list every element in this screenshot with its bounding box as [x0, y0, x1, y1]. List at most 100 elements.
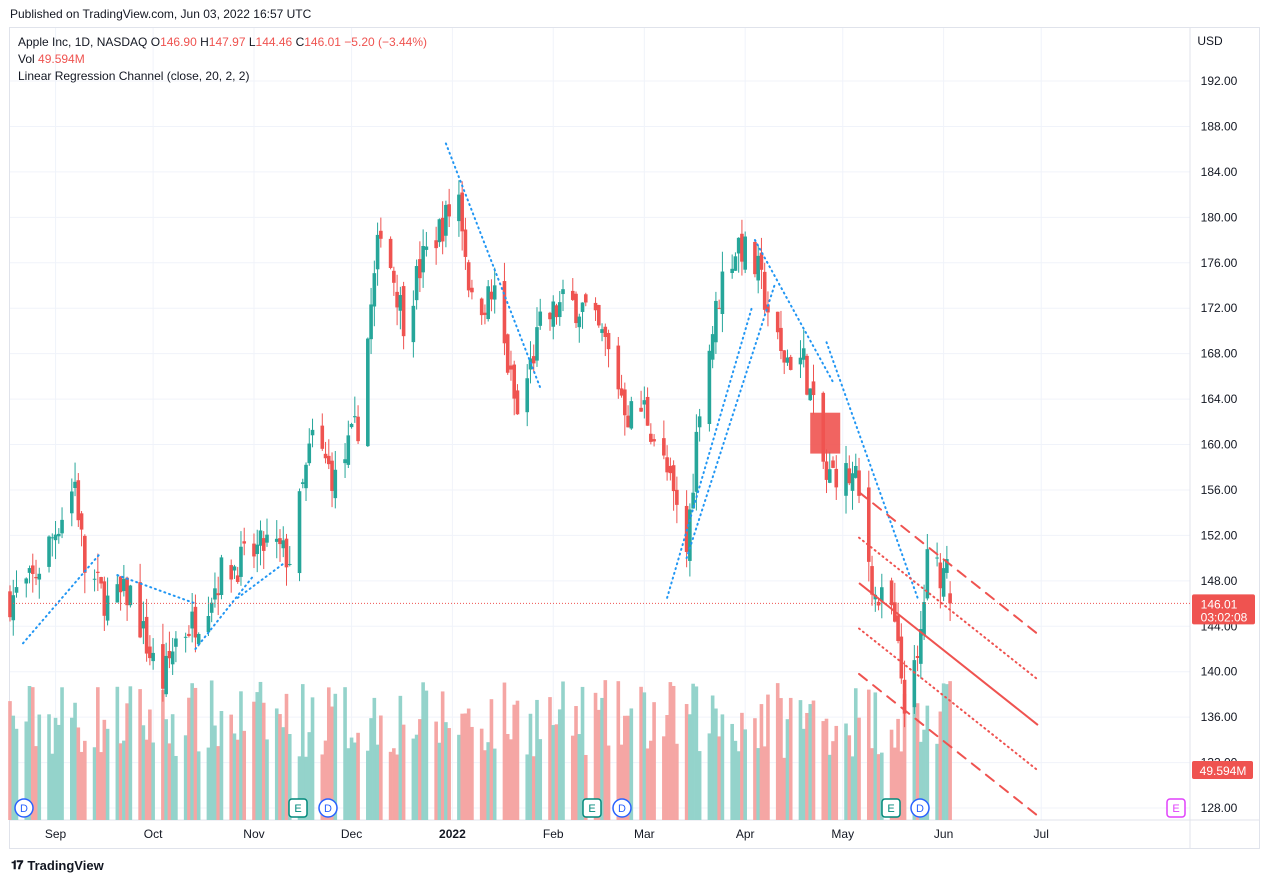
- candle-body[interactable]: [216, 593, 220, 596]
- candle-body[interactable]: [122, 578, 126, 592]
- candle-body[interactable]: [447, 204, 451, 217]
- candle-body[interactable]: [274, 538, 279, 542]
- candle-body[interactable]: [766, 304, 770, 313]
- candle-body[interactable]: [310, 429, 315, 436]
- candle-body[interactable]: [56, 533, 61, 537]
- candle-body[interactable]: [304, 464, 308, 489]
- candle-body[interactable]: [307, 443, 312, 464]
- candle-body[interactable]: [118, 576, 123, 593]
- candle-body[interactable]: [323, 453, 328, 459]
- candle-body[interactable]: [37, 573, 42, 580]
- candle-body[interactable]: [187, 633, 191, 637]
- candle-body[interactable]: [753, 241, 757, 275]
- candle-body[interactable]: [278, 538, 282, 545]
- candle-body[interactable]: [509, 365, 513, 370]
- candle-body[interactable]: [866, 487, 871, 562]
- candle-body[interactable]: [76, 480, 81, 521]
- candle-body[interactable]: [756, 255, 760, 281]
- candle-body[interactable]: [190, 611, 194, 629]
- candle-body[interactable]: [281, 540, 286, 549]
- candle-body[interactable]: [193, 606, 198, 638]
- candle-body[interactable]: [437, 219, 442, 243]
- candle-body[interactable]: [889, 580, 894, 606]
- candle-body[interactable]: [717, 307, 721, 309]
- candle-body[interactable]: [616, 345, 621, 390]
- candle-body[interactable]: [671, 465, 676, 492]
- candle-body[interactable]: [261, 538, 266, 551]
- candle-body[interactable]: [70, 491, 74, 514]
- candle-body[interactable]: [603, 326, 608, 338]
- candle-body[interactable]: [662, 438, 666, 456]
- dividend-marker-icon[interactable]: [612, 798, 632, 818]
- candle-body[interactable]: [47, 536, 51, 567]
- candle-body[interactable]: [619, 388, 624, 396]
- candle-body[interactable]: [925, 549, 930, 599]
- candle-body[interactable]: [740, 233, 744, 262]
- candle-body[interactable]: [645, 396, 650, 426]
- candle-body[interactable]: [369, 304, 373, 340]
- candle-body[interactable]: [629, 401, 634, 429]
- symbol-name[interactable]: Apple Inc, 1D, NASDAQ: [18, 35, 148, 49]
- candle-body[interactable]: [919, 629, 923, 664]
- candle-body[interactable]: [623, 389, 627, 416]
- indicator-name[interactable]: Linear Regression Channel (close, 20, 2,…: [18, 69, 250, 83]
- candle-body[interactable]: [805, 355, 809, 395]
- candle-body[interactable]: [857, 470, 861, 496]
- candle-body[interactable]: [138, 582, 142, 638]
- candle-body[interactable]: [649, 433, 653, 442]
- earnings-marker-icon[interactable]: [288, 798, 308, 818]
- candle-body[interactable]: [847, 468, 852, 484]
- candle-body[interactable]: [144, 616, 149, 654]
- candle-body[interactable]: [297, 491, 302, 574]
- candle-body[interactable]: [824, 461, 829, 480]
- candle-body[interactable]: [30, 565, 35, 574]
- candle-body[interactable]: [694, 431, 699, 492]
- candle-body[interactable]: [759, 252, 764, 270]
- candle-body[interactable]: [489, 291, 494, 300]
- candle-body[interactable]: [801, 348, 806, 360]
- candle-body[interactable]: [284, 538, 289, 568]
- trendline-drawing[interactable]: [825, 341, 919, 599]
- candle-body[interactable]: [424, 246, 429, 250]
- candle-body[interactable]: [434, 240, 438, 249]
- candle-body[interactable]: [762, 271, 767, 310]
- volume-legend[interactable]: Vol 49.594M: [18, 52, 85, 66]
- candle-body[interactable]: [626, 415, 630, 428]
- trendline-drawing[interactable]: [666, 307, 753, 599]
- candle-body[interactable]: [99, 577, 103, 584]
- candle-body[interactable]: [688, 509, 692, 561]
- candle-body[interactable]: [375, 234, 380, 270]
- regression-center-line[interactable]: [858, 582, 1039, 726]
- candle-body[interactable]: [372, 273, 377, 307]
- candle-body[interactable]: [639, 407, 643, 412]
- candle-body[interactable]: [346, 435, 351, 465]
- candle-body[interactable]: [170, 651, 175, 665]
- candle-body[interactable]: [128, 585, 133, 606]
- candle-body[interactable]: [265, 534, 269, 543]
- candle-body[interactable]: [583, 294, 588, 303]
- candle-body[interactable]: [466, 262, 471, 291]
- candle-body[interactable]: [561, 289, 565, 295]
- candle-body[interactable]: [538, 311, 543, 326]
- indicator-legend[interactable]: Linear Regression Channel (close, 20, 2,…: [18, 69, 249, 83]
- candle-body[interactable]: [343, 459, 347, 464]
- candle-body[interactable]: [785, 357, 790, 363]
- candle-body[interactable]: [151, 652, 155, 662]
- candle-body[interactable]: [457, 194, 461, 222]
- candle-body[interactable]: [707, 350, 712, 425]
- candle-body[interactable]: [896, 615, 900, 642]
- candle-body[interactable]: [242, 541, 247, 544]
- trendline-drawing[interactable]: [444, 142, 542, 389]
- candle-body[interactable]: [652, 439, 656, 442]
- candle-body[interactable]: [808, 388, 813, 401]
- candle-body[interactable]: [714, 300, 718, 343]
- candle-body[interactable]: [92, 578, 97, 580]
- candle-body[interactable]: [834, 468, 839, 488]
- candle-body[interactable]: [73, 481, 77, 489]
- candle-body[interactable]: [548, 312, 552, 320]
- candle-body[interactable]: [398, 295, 403, 311]
- candle-body[interactable]: [502, 281, 507, 344]
- candle-body[interactable]: [743, 236, 747, 270]
- candle-body[interactable]: [83, 535, 87, 573]
